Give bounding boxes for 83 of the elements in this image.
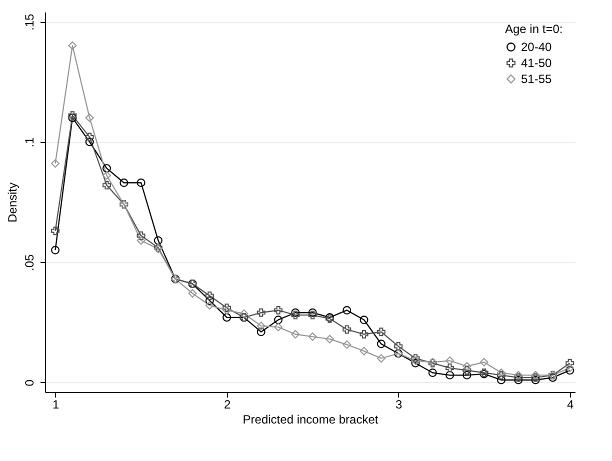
point bbox=[514, 373, 523, 382]
legend-label: 41-50 bbox=[521, 56, 552, 70]
point bbox=[240, 309, 248, 318]
point bbox=[256, 328, 266, 336]
y-axis-title: Density bbox=[6, 182, 20, 223]
point bbox=[446, 364, 454, 372]
point bbox=[376, 354, 386, 363]
point bbox=[360, 346, 368, 356]
point bbox=[566, 358, 574, 368]
point bbox=[376, 340, 386, 348]
point bbox=[411, 358, 420, 368]
x-tick-label: 4 bbox=[567, 398, 574, 412]
legend-label: 51-55 bbox=[521, 72, 552, 86]
point bbox=[256, 322, 266, 330]
point bbox=[102, 180, 112, 190]
point bbox=[154, 236, 162, 245]
y-tick-label: .1 bbox=[22, 137, 36, 148]
point bbox=[291, 330, 300, 339]
point bbox=[274, 322, 283, 332]
point bbox=[411, 354, 420, 363]
point bbox=[256, 308, 266, 317]
point bbox=[462, 370, 472, 380]
point bbox=[51, 226, 60, 236]
point bbox=[68, 114, 77, 122]
legend-title: Age in t=0: bbox=[505, 22, 563, 36]
point bbox=[222, 304, 232, 312]
point bbox=[51, 246, 60, 254]
x-tick-label: 2 bbox=[224, 398, 231, 412]
y-tick-label: .15 bbox=[22, 13, 36, 30]
point bbox=[120, 178, 128, 188]
point bbox=[274, 316, 283, 324]
point bbox=[496, 370, 506, 380]
point bbox=[548, 373, 557, 382]
point bbox=[514, 370, 523, 380]
point bbox=[274, 306, 283, 314]
point bbox=[325, 334, 334, 344]
point bbox=[85, 132, 94, 142]
point bbox=[102, 164, 112, 173]
point bbox=[85, 138, 94, 146]
point bbox=[514, 376, 523, 384]
point bbox=[68, 41, 77, 50]
point bbox=[360, 330, 368, 339]
point bbox=[308, 310, 317, 320]
point bbox=[342, 325, 352, 334]
point bbox=[342, 306, 352, 314]
point bbox=[136, 236, 146, 245]
point bbox=[136, 178, 146, 188]
point bbox=[462, 366, 472, 375]
point bbox=[136, 231, 146, 240]
point bbox=[462, 362, 472, 371]
point bbox=[291, 310, 300, 320]
point bbox=[394, 342, 403, 351]
x-tick-label: 1 bbox=[52, 398, 60, 412]
point bbox=[566, 366, 574, 375]
x-axis-title: Predicted income bracket bbox=[242, 412, 379, 426]
point bbox=[205, 292, 214, 300]
legend-label: 20-40 bbox=[521, 40, 552, 54]
point bbox=[531, 376, 540, 384]
point bbox=[68, 111, 77, 120]
point bbox=[291, 308, 300, 317]
point bbox=[428, 368, 437, 378]
point bbox=[188, 289, 197, 298]
point bbox=[51, 159, 60, 168]
point bbox=[566, 364, 574, 372]
point bbox=[496, 376, 506, 384]
point bbox=[102, 171, 112, 180]
point bbox=[446, 370, 454, 380]
y-tick-label: 0 bbox=[22, 379, 36, 386]
point bbox=[342, 340, 352, 349]
point bbox=[480, 358, 488, 366]
point bbox=[205, 301, 214, 310]
point bbox=[360, 316, 368, 324]
point bbox=[531, 373, 540, 382]
point bbox=[376, 328, 386, 336]
y-tick-label: .05 bbox=[22, 254, 36, 271]
point bbox=[222, 313, 232, 322]
x-tick-label: 3 bbox=[395, 398, 402, 412]
point bbox=[308, 332, 317, 341]
point bbox=[205, 296, 214, 305]
point bbox=[531, 370, 540, 380]
point bbox=[85, 114, 94, 122]
point bbox=[308, 308, 317, 317]
point bbox=[446, 356, 454, 365]
